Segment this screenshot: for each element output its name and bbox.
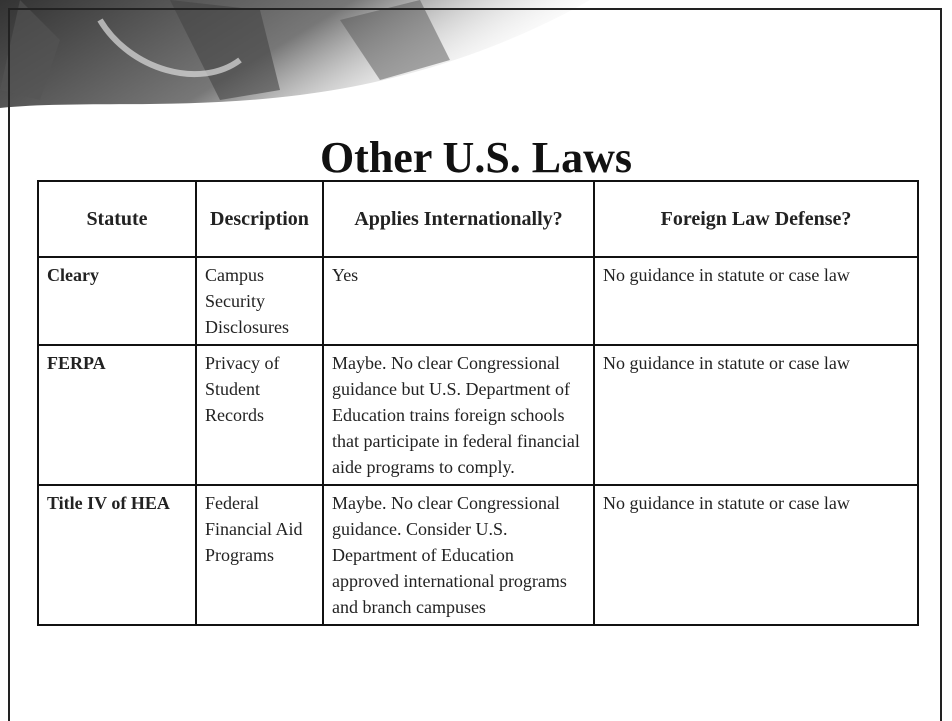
cell: Maybe. No clear Congressional guidance. … (322, 484, 595, 626)
header-cell: Statute (37, 180, 197, 258)
table-row: Cleary Campus Security Disclosures Yes N… (37, 256, 919, 346)
statute-cell: FERPA (37, 344, 197, 486)
cell: Campus Security Disclosures (195, 256, 324, 346)
cell: Yes (322, 256, 595, 346)
cell: No guidance in statute or case law (593, 344, 919, 486)
header-cell: Description (195, 180, 324, 258)
cell: Federal Financial Aid Programs (195, 484, 324, 626)
header-cell: Applies Internationally? (322, 180, 595, 258)
table-row: FERPA Privacy of Student Records Maybe. … (37, 344, 919, 486)
laws-table: Statute Description Applies Internationa… (37, 180, 919, 626)
header-cell: Foreign Law Defense? (593, 180, 919, 258)
slide-frame (8, 8, 942, 721)
table-row: Title IV of HEA Federal Financial Aid Pr… (37, 484, 919, 626)
cell: No guidance in statute or case law (593, 256, 919, 346)
cell: Maybe. No clear Congressional guidance b… (322, 344, 595, 486)
cell: Privacy of Student Records (195, 344, 324, 486)
slide-title: Other U.S. Laws (319, 133, 633, 182)
cell: No guidance in statute or case law (593, 484, 919, 626)
statute-cell: Title IV of HEA (37, 484, 197, 626)
statute-cell: Cleary (37, 256, 197, 346)
header-row: Statute Description Applies Internationa… (37, 180, 919, 258)
